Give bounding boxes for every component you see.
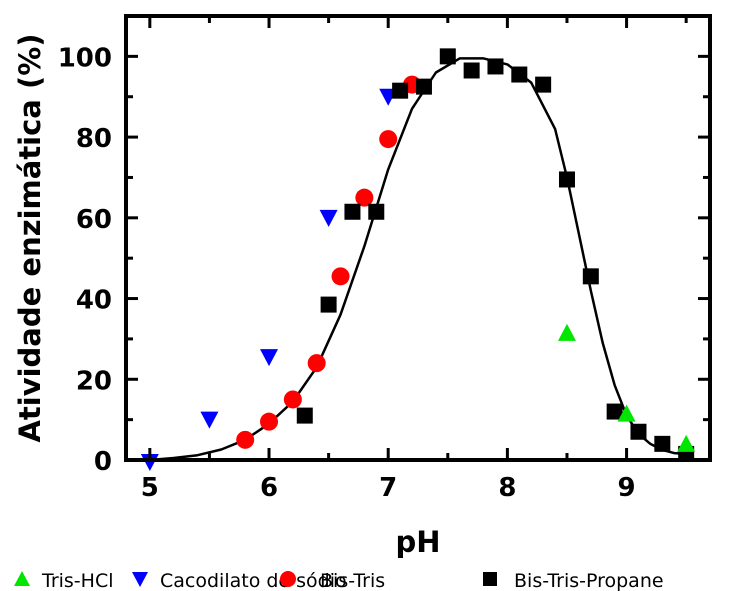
bis-tris-propane-point [582,268,599,285]
bis-tris-propane-point [558,171,575,188]
bis-tris-point [236,430,255,449]
legend-marker-bis-tris [280,571,296,587]
y-tick-label: 40 [76,286,112,316]
legend-marker-bis-tris-propane [483,572,497,586]
legend-label-bis-tris: Bis-Tris [320,570,385,591]
cacodilato-de-s-dio-point [260,349,279,367]
legend-marker-tris-hcl [14,571,30,586]
legend-label-tris-hcl: Tris-HCl [41,570,114,591]
bis-tris-propane-point [630,423,647,440]
legend-label-cacodilato-de-s-dio: Cacodilato de sódio [160,570,347,591]
fit-curve-layer [149,57,687,462]
cacodilato-de-s-dio-point [200,411,219,429]
fit-curve [149,57,687,462]
y-tick-label: 60 [76,205,112,235]
bis-tris-propane-point [368,203,385,220]
bis-tris-propane-point [392,82,409,99]
bis-tris-point [379,130,398,149]
bis-tris-propane-point [439,48,456,65]
plot-frame [124,14,712,462]
y-tick-label: 0 [94,447,112,477]
legend-marker-cacodilato-de-s-dio [132,572,148,587]
bis-tris-point [307,354,326,373]
bis-tris-propane-point [463,62,480,79]
tris-hcl-point [617,404,636,422]
bis-tris-point [283,390,302,409]
bis-tris-propane-point [320,296,337,313]
bis-tris-propane-point [606,403,623,420]
x-axis-title: pH [395,525,440,559]
y-tick-label: 100 [58,43,112,73]
bis-tris-propane-point [415,78,432,95]
x-tick-label: 9 [618,473,636,503]
data-points-layer [140,48,696,472]
bis-tris-propane-point [296,407,313,424]
bis-tris-point [260,412,279,431]
bis-tris-point [331,267,350,286]
x-tick-label: 5 [141,473,159,503]
y-axis-title: Atividade enzimática (%) [13,33,47,442]
x-tick-label: 6 [260,473,278,503]
x-tick-label: 7 [379,473,397,503]
bis-tris-propane-point [535,76,552,93]
tris-hcl-point [557,323,576,341]
tris-hcl-point [677,434,696,452]
legend-label-bis-tris-propane: Bis-Tris-Propane [514,570,664,591]
cacodilato-de-s-dio-point [319,209,338,227]
y-tick-label: 80 [76,124,112,154]
y-tick-label: 20 [76,366,112,396]
axes-layer: 5 6 7 8 9 0 20 40 60 80 100 [58,14,710,503]
bis-tris-propane-point [487,58,504,75]
bis-tris-propane-point [344,203,361,220]
bis-tris-point [355,188,374,207]
x-tick-label: 8 [498,473,516,503]
bis-tris-propane-point [511,66,528,83]
bis-tris-propane-point [654,435,671,452]
